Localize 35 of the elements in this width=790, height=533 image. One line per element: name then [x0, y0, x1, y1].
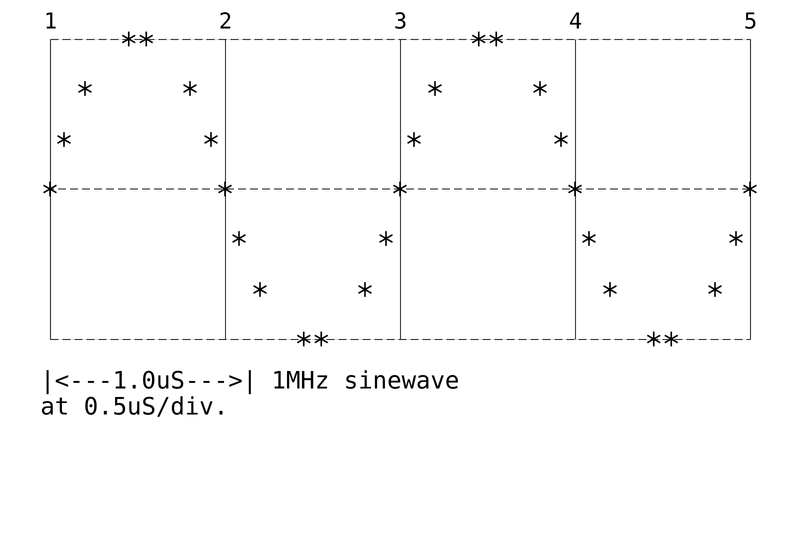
point [406, 131, 422, 148]
point [358, 281, 372, 298]
point [428, 80, 442, 97]
x-tick-label: 4 [568, 10, 582, 34]
point [602, 281, 618, 298]
x-tick-label: 3 [394, 10, 408, 34]
point [532, 80, 548, 97]
point [56, 131, 72, 148]
point [42, 180, 58, 198]
point [122, 30, 136, 48]
point [664, 330, 678, 348]
point [252, 281, 268, 298]
point [314, 330, 328, 348]
point [646, 330, 661, 348]
point [554, 131, 568, 148]
point [296, 330, 311, 348]
x-tick-label: 2 [218, 10, 232, 34]
point [218, 180, 232, 198]
point [392, 180, 408, 198]
point [472, 30, 486, 48]
point [568, 180, 582, 198]
point [378, 230, 394, 247]
point [182, 80, 198, 97]
point [708, 281, 722, 298]
point [582, 230, 596, 247]
point [728, 230, 744, 247]
point [742, 180, 758, 198]
point [78, 80, 92, 97]
x-tick-label: 1 [44, 10, 58, 34]
text: |<---1.0uS--->| 1MHz sinewave [40, 366, 460, 395]
point [489, 30, 504, 48]
point [232, 230, 246, 247]
point [139, 30, 154, 48]
point [204, 131, 218, 148]
x-tick-label: 5 [744, 10, 758, 34]
